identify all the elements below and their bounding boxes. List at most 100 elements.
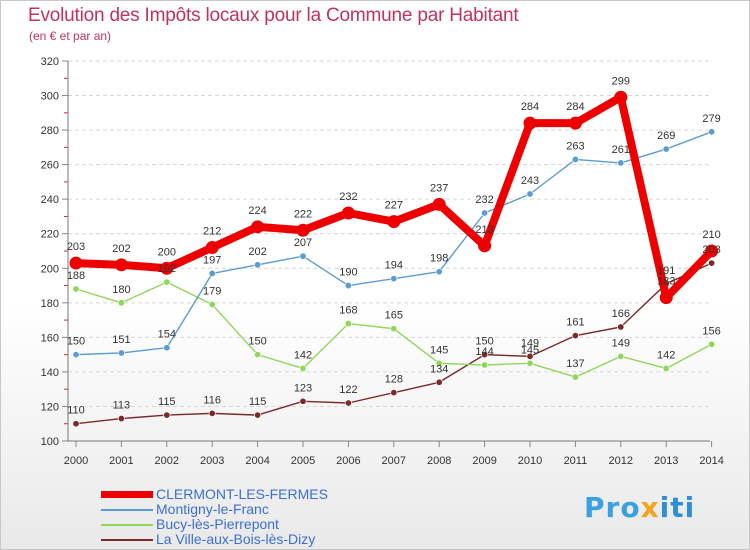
chart-title: Evolution des Impôts locaux pour la Comm… bbox=[28, 5, 519, 26]
series-point-1-2002 bbox=[163, 344, 171, 352]
series-point-2-2014 bbox=[708, 340, 716, 348]
y-tick-label-280: 280 bbox=[41, 125, 59, 137]
data-label-1-2010: 243 bbox=[521, 175, 539, 187]
data-label-0-2009: 213 bbox=[475, 224, 493, 236]
series-point-0-2010 bbox=[523, 116, 537, 130]
series-point-0-2000 bbox=[69, 256, 83, 270]
data-label-0-2014: 210 bbox=[702, 229, 720, 241]
x-tick-label-2008: 2008 bbox=[427, 455, 451, 467]
data-label-1-2008: 198 bbox=[430, 253, 448, 265]
data-label-1-2000: 150 bbox=[67, 336, 85, 348]
data-label-0-2006: 232 bbox=[339, 191, 357, 203]
series-point-3-2010 bbox=[526, 352, 534, 360]
legend-label-clermont: CLERMONT-LES-FERMES bbox=[156, 486, 328, 502]
data-label-0-2000: 203 bbox=[67, 241, 85, 253]
data-label-2-2009: 144 bbox=[475, 346, 493, 358]
data-label-2-2013: 142 bbox=[657, 349, 675, 361]
data-label-3-2006: 122 bbox=[339, 384, 357, 396]
x-tick-label-2007: 2007 bbox=[382, 455, 406, 467]
data-label-1-2007: 194 bbox=[385, 260, 403, 272]
data-label-2-2008: 145 bbox=[430, 344, 448, 356]
series-point-3-2006 bbox=[344, 399, 352, 407]
data-label-3-2008: 134 bbox=[430, 363, 448, 375]
data-label-1-2009: 232 bbox=[475, 194, 493, 206]
data-label-0-2010: 284 bbox=[521, 101, 539, 113]
series-point-0-2008 bbox=[432, 197, 446, 211]
y-tick-label-180: 180 bbox=[41, 298, 59, 310]
series-point-0-2005 bbox=[296, 223, 310, 237]
y-tick-label-240: 240 bbox=[41, 194, 59, 206]
x-tick-label-2012: 2012 bbox=[609, 455, 633, 467]
x-tick-label-2006: 2006 bbox=[336, 455, 360, 467]
y-tick-label-300: 300 bbox=[41, 91, 59, 103]
data-label-0-2005: 222 bbox=[294, 208, 312, 220]
x-tick-label-2004: 2004 bbox=[245, 455, 269, 467]
series-point-1-2007 bbox=[390, 275, 398, 283]
data-label-0-2003: 212 bbox=[203, 226, 221, 238]
series-point-0-2013 bbox=[659, 291, 673, 305]
series-point-2-2007 bbox=[390, 325, 398, 333]
data-label-1-2011: 263 bbox=[566, 140, 584, 152]
data-label-1-2002: 154 bbox=[158, 329, 176, 341]
legend-label-bucy: Bucy-lès-Pierrepont bbox=[156, 516, 279, 532]
series-point-1-2001 bbox=[117, 349, 125, 357]
series-point-1-2005 bbox=[299, 252, 307, 260]
series-point-1-2009 bbox=[481, 209, 489, 217]
series-point-2-2000 bbox=[72, 285, 80, 293]
data-label-2-2007: 165 bbox=[385, 310, 403, 322]
series-point-0-2009 bbox=[478, 239, 492, 253]
series-point-3-2001 bbox=[117, 415, 125, 423]
data-label-3-2003: 116 bbox=[203, 394, 221, 406]
x-tick-label-2005: 2005 bbox=[291, 455, 315, 467]
series-point-0-2003 bbox=[205, 241, 219, 255]
series-point-3-2009 bbox=[481, 351, 489, 359]
legend-swatch-montigny bbox=[101, 509, 153, 511]
series-point-3-2008 bbox=[435, 378, 443, 386]
series-point-2-2009 bbox=[481, 361, 489, 369]
data-label-2-2010: 145 bbox=[521, 344, 539, 356]
data-label-3-2012: 166 bbox=[612, 308, 630, 320]
series-point-2-2005 bbox=[299, 364, 307, 372]
legend-swatch-clermont bbox=[101, 491, 153, 498]
data-label-2-2004: 150 bbox=[248, 336, 266, 348]
series-point-2-2013 bbox=[662, 364, 670, 372]
series-point-0-2007 bbox=[387, 215, 401, 229]
data-label-3-2007: 128 bbox=[385, 374, 403, 386]
series-point-1-2000 bbox=[72, 351, 80, 359]
data-label-3-2001: 113 bbox=[113, 400, 131, 412]
data-label-0-2008: 237 bbox=[430, 182, 448, 194]
series-point-1-2012 bbox=[617, 159, 625, 167]
data-label-3-2011: 161 bbox=[566, 317, 584, 329]
legend-swatch-ville bbox=[101, 539, 153, 541]
series-point-2-2006 bbox=[344, 320, 352, 328]
series-point-0-2004 bbox=[251, 220, 265, 234]
data-label-2-2012: 149 bbox=[612, 337, 630, 349]
series-point-3-2012 bbox=[617, 323, 625, 331]
y-tick-label-120: 120 bbox=[41, 401, 59, 413]
data-label-0-2002: 200 bbox=[158, 246, 176, 258]
x-tick-label-2000: 2000 bbox=[64, 455, 88, 467]
data-label-2-2001: 180 bbox=[112, 284, 130, 296]
y-tick-label-320: 320 bbox=[41, 56, 59, 68]
x-tick-label-2002: 2002 bbox=[155, 455, 179, 467]
x-tick-label-2010: 2010 bbox=[518, 455, 542, 467]
data-label-1-2003: 197 bbox=[203, 254, 221, 266]
series-point-3-2003 bbox=[208, 409, 216, 417]
series-point-2-2002 bbox=[163, 278, 171, 286]
series-point-0-2011 bbox=[568, 116, 582, 130]
data-label-1-2001: 151 bbox=[112, 334, 130, 346]
y-tick-label-100: 100 bbox=[41, 436, 59, 448]
series-point-1-2006 bbox=[344, 282, 352, 290]
data-label-1-2005: 207 bbox=[294, 237, 312, 249]
data-label-2-2002: 192 bbox=[158, 263, 176, 275]
proxiti-logo: Proxiti bbox=[584, 491, 696, 524]
series-point-2-2010 bbox=[526, 359, 534, 367]
data-label-0-2012: 299 bbox=[612, 75, 630, 87]
series-point-3-2005 bbox=[299, 397, 307, 405]
series-point-2-2004 bbox=[254, 351, 262, 359]
x-tick-label-2003: 2003 bbox=[200, 455, 224, 467]
series-point-2-2008 bbox=[435, 359, 443, 367]
series-point-0-2001 bbox=[114, 258, 128, 272]
y-tick-label-140: 140 bbox=[41, 367, 59, 379]
